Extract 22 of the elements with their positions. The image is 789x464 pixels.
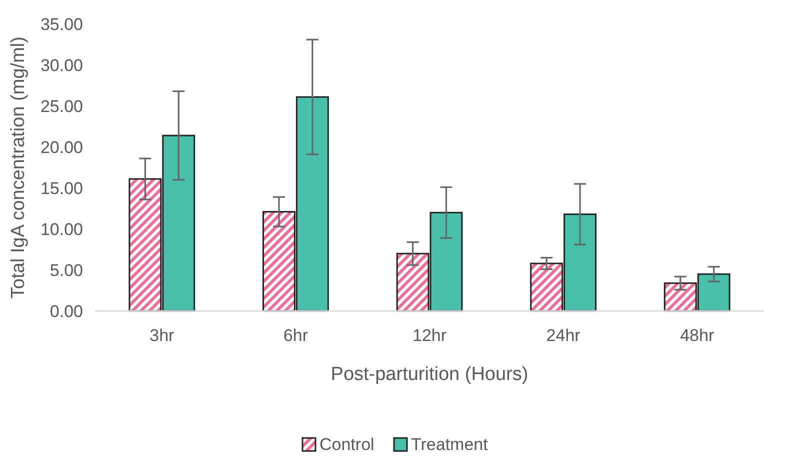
x-axis-title: Post-parturition (Hours) — [330, 364, 528, 385]
y-tick-label: 10.00 — [40, 220, 83, 239]
bar — [564, 213, 596, 312]
y-tick-label: 20.00 — [40, 138, 83, 157]
bar — [697, 273, 730, 312]
x-tick-label: 48hr — [680, 326, 714, 345]
bar — [430, 212, 463, 312]
y-tick-label: 15.00 — [40, 178, 83, 198]
y-tick-label: 30.00 — [40, 56, 83, 75]
y-tick-label: 5.00 — [50, 260, 83, 280]
legend-label: Treatment — [411, 435, 488, 454]
y-tick-label: 35.00 — [40, 14, 83, 34]
bar — [296, 96, 329, 312]
x-tick-label: 3hr — [150, 326, 175, 345]
x-tick-label: 6hr — [283, 326, 308, 345]
y-axis-title: Total IgA concentration (mg/ml) — [8, 36, 29, 298]
legend-label: Control — [320, 435, 374, 454]
bar — [162, 134, 196, 312]
y-tick-label: 25.00 — [40, 96, 83, 116]
x-tick-label: 24hr — [546, 326, 581, 345]
y-tick-label: 0.00 — [50, 302, 83, 321]
x-tick-label: 12hr — [412, 326, 447, 345]
